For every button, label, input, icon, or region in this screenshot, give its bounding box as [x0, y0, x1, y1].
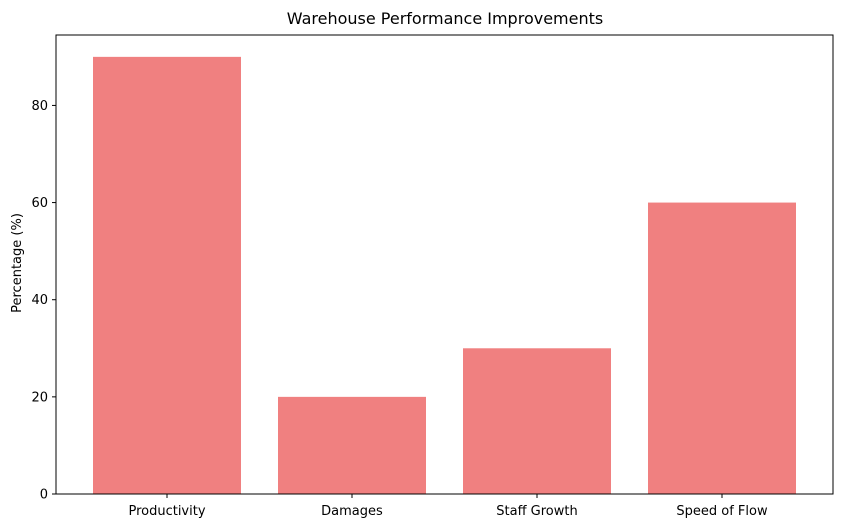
y-tick-label: 80 — [31, 99, 48, 114]
y-tick-label: 40 — [31, 293, 48, 308]
x-tick-label: Productivity — [128, 504, 205, 519]
bar-speed-of-flow — [648, 202, 796, 495]
y-tick-label: 20 — [31, 390, 48, 405]
bar-productivity — [93, 56, 241, 494]
bar-damages — [278, 396, 426, 494]
x-tick-label: Staff Growth — [496, 504, 577, 519]
bar-staff-growth — [463, 348, 611, 494]
x-tick-label: Speed of Flow — [676, 504, 768, 519]
y-axis-ticks: 0 20 40 60 80 — [31, 99, 56, 503]
bars-group — [93, 56, 796, 495]
x-tick-label: Damages — [321, 504, 383, 519]
x-axis-ticks: Productivity Damages Staff Growth Speed of … — [128, 494, 768, 519]
y-tick-label: 60 — [31, 196, 48, 211]
y-axis-label: Percentage (%) — [10, 213, 25, 313]
plot-frame — [55, 34, 834, 495]
chart-title: Warehouse Performance Improvements — [287, 9, 603, 28]
y-tick-label: 0 — [40, 488, 48, 503]
